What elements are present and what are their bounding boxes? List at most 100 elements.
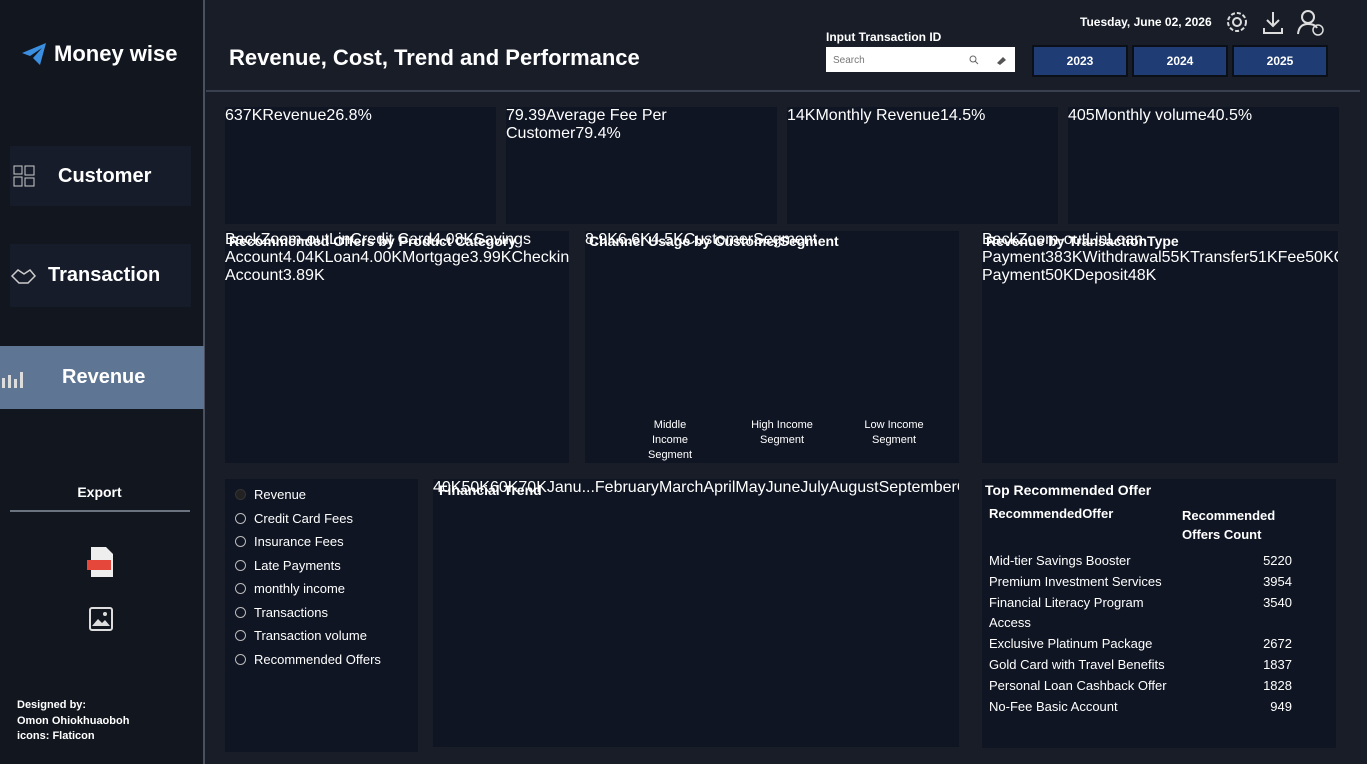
kpi-change: 14.5% — [939, 107, 986, 124]
option-label: Credit Card Fees — [254, 510, 353, 526]
nav-label: Customer — [58, 164, 152, 187]
radio — [235, 653, 246, 665]
data-label: 4.00K — [360, 249, 403, 266]
radio — [235, 512, 246, 524]
pdf-button[interactable] — [87, 546, 115, 578]
slicer-option[interactable]: monthly income — [235, 581, 345, 596]
toolbar-lin[interactable]: Lin — [1086, 231, 1108, 248]
chart-panel: 40K50K60K70KJanu...FebruaryMarchAprilMay… — [433, 479, 959, 747]
year-button[interactable]: 2025 — [1232, 45, 1328, 77]
slicer-option[interactable]: Recommended Offers — [235, 652, 381, 667]
credit-line: Designed by: — [17, 699, 87, 711]
chart-canvas: 405Monthly volume40.5% — [1068, 107, 1252, 125]
x-tick-label: March — [658, 479, 704, 496]
toolbar-back[interactable]: Back — [225, 231, 261, 248]
credit-line: Omon Ohiokhuaoboh — [17, 714, 130, 727]
chart-canvas: 79.39Average Fee Per Customer79.4% — [506, 107, 777, 143]
y-tick-label: Credit Card — [350, 231, 433, 248]
x-tick-label: June — [765, 479, 801, 496]
slicer-option[interactable]: Revenue — [235, 487, 306, 502]
offer-name: No-Fee Basic Account — [989, 698, 1118, 714]
slicer-option[interactable]: Transaction volume — [235, 628, 367, 643]
slicer-option[interactable]: Transactions — [235, 605, 328, 620]
option-label: Transactions — [254, 604, 328, 620]
offer-count: 949 — [1270, 698, 1292, 714]
y-tick-label: Mortgage — [402, 249, 470, 266]
x-tick-label: Janu... — [546, 479, 595, 496]
nav-transaction[interactable]: Transaction — [10, 244, 191, 307]
chart-canvas: BackZoom-outLinCredit Card4.08KSavings A… — [225, 231, 569, 285]
radio — [235, 583, 246, 594]
page-title: Revenue, Cost, Trend and Performance — [229, 45, 640, 70]
header-divider — [206, 90, 1360, 92]
year-button[interactable]: 2024 — [1132, 45, 1228, 77]
kpi-card: 637KRevenue26.8% — [225, 107, 496, 224]
data-label: 4.5K — [650, 231, 684, 248]
toolbar-lin[interactable]: Lin — [329, 231, 351, 248]
option-label: monthly income — [254, 581, 346, 596]
search-placeholder: Search — [833, 55, 865, 66]
offer-count: 1837 — [1263, 656, 1292, 672]
offer-name: Gold Card with Travel Benefits — [989, 656, 1165, 672]
radio — [235, 630, 246, 641]
chart-title: Revenue by TransactionType — [986, 233, 1179, 249]
offer-name: Mid-tier Savings Booster — [989, 553, 1131, 568]
toolbar-zoom[interactable]: Zoom-out — [260, 231, 330, 248]
column-header[interactable]: RecommendedOffer — [989, 506, 1114, 521]
data-label: 3.99K — [469, 249, 512, 266]
credits: Designed by: Omon Ohiokhuaoboh icons: Fl… — [17, 698, 129, 745]
y-tick-label: 50K — [461, 479, 490, 496]
toolbar-back[interactable]: Back — [982, 231, 1018, 248]
sidebar: Money wise Customer Transaction Revenue … — [0, 0, 205, 764]
chart-canvas: BackZoom-outLinLoan Payment383KWithdrawa… — [982, 231, 1338, 285]
option-label: Transaction volume — [254, 628, 367, 643]
year-button[interactable]: 2023 — [1032, 45, 1128, 77]
chart-title: Financial Trend — [439, 482, 542, 498]
data-label: 48K — [1127, 267, 1157, 284]
offer-name: Personal Loan Cashback Offer — [989, 677, 1167, 693]
data-label: 6.6K — [617, 231, 651, 248]
y-tick-label: 60K — [489, 479, 519, 496]
image-button[interactable] — [89, 607, 113, 631]
slicer-option[interactable]: Insurance Fees — [235, 534, 344, 549]
nav-revenue[interactable]: Revenue — [0, 346, 204, 409]
chart-title: Recommended Offers by Product Category — [229, 233, 517, 249]
y-tick-label: 70K — [518, 479, 547, 496]
kpi-value: 14K — [787, 107, 816, 124]
table-row: Exclusive Platinum Package 2672 — [989, 634, 1292, 654]
y-tick-label: Loan Payment — [982, 231, 1143, 266]
data-label: 3.89K — [282, 267, 325, 284]
x-tick-label: High Income Segment — [751, 419, 813, 446]
column-header[interactable]: Recommended Offers Count — [1182, 508, 1276, 542]
chart-panel: 8.9K6.6K4.5KCustomerSegment Channel Usage… — [585, 231, 959, 463]
y-tick-label: Card Payment — [982, 249, 1338, 284]
data-label: 8.9K — [585, 231, 618, 248]
radio — [235, 606, 246, 618]
slicer-option[interactable]: Late Payments — [235, 558, 341, 573]
radio — [235, 536, 246, 547]
offer-count: 5220 — [1263, 553, 1292, 568]
chart-canvas: 637KRevenue26.8% — [225, 107, 372, 125]
y-tick-label: 40K — [433, 479, 462, 496]
table-body: Mid-tier Savings Booster 5220 Premium Inve… — [989, 551, 1292, 718]
chart-canvas: 8.9K6.6K4.5KCustomerSegment — [585, 231, 817, 249]
kpi-label: Revenue — [262, 107, 327, 124]
data-label: 50K — [1045, 267, 1074, 284]
kpi-value: 79.39 — [506, 107, 547, 124]
radio — [235, 559, 246, 571]
y-tick-label: Withdrawal — [1082, 249, 1162, 266]
table-row: Gold Card with Travel Benefits 1837 — [989, 655, 1292, 675]
slicer-option[interactable]: Credit Card Fees — [235, 511, 353, 526]
chart-panel: BackZoom-outLinCredit Card4.08KSavings A… — [225, 231, 569, 463]
nav-customer[interactable]: Customer — [10, 146, 191, 206]
date: Tuesday, June 02, 2026 — [1080, 15, 1212, 29]
nav-label: Transaction — [48, 264, 161, 286]
radio — [235, 489, 246, 500]
toolbar-zoom[interactable]: Zoom-out — [1017, 231, 1087, 248]
table-row: Premium Investment Services 3954 — [989, 572, 1292, 592]
search-icons — [969, 55, 1006, 65]
kpi-change: 79.4% — [575, 125, 621, 142]
search-box[interactable]: Search — [826, 47, 1015, 72]
header-icons[interactable] — [1225, 9, 1330, 37]
